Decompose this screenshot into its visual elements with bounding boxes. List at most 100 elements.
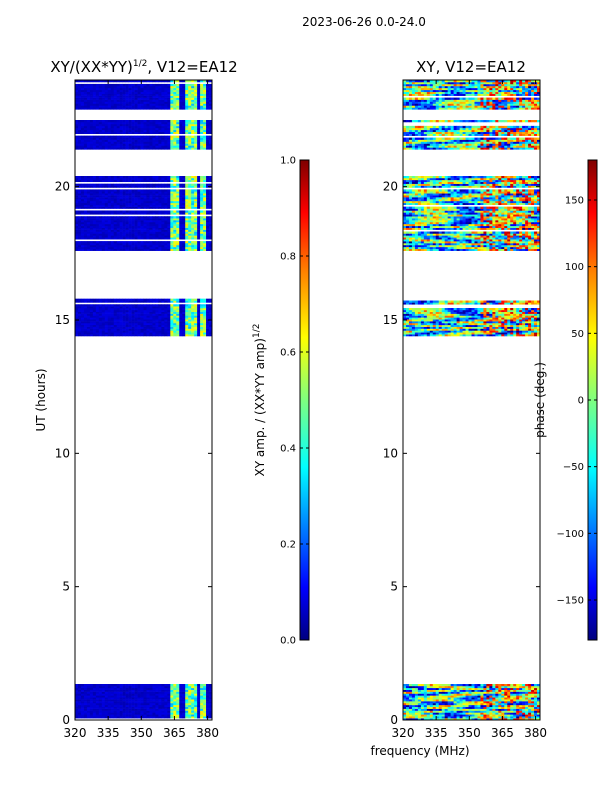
- left-heatmap-cell: [167, 327, 170, 329]
- left-heatmap-cell: [111, 692, 114, 694]
- left-heatmap-cell: [185, 319, 188, 321]
- left-heatmap-cell: [108, 145, 111, 147]
- left-heatmap-cell: [141, 703, 144, 705]
- left-heatmap-cell: [93, 102, 96, 104]
- right-heatmap-cell: [448, 707, 451, 709]
- left-heatmap-cell: [161, 212, 164, 214]
- left-heatmap-cell: [129, 195, 132, 197]
- left-heatmap-cell: [138, 220, 141, 222]
- left-heatmap-cell: [179, 695, 182, 697]
- left-heatmap-cell: [164, 103, 167, 105]
- left-heatmap-cell: [197, 235, 200, 237]
- left-heatmap-cell: [197, 232, 200, 234]
- left-heatmap-cell: [126, 695, 129, 697]
- left-heatmap-cell: [176, 699, 179, 701]
- left-heatmap-cell: [179, 212, 182, 214]
- left-heatmap-cell: [200, 306, 203, 308]
- left-heatmap-cell: [206, 247, 209, 249]
- left-heatmap-cell: [129, 690, 132, 692]
- left-heatmap-cell: [81, 315, 84, 317]
- left-heatmap-cell: [108, 308, 111, 310]
- left-heatmap-cell: [203, 233, 206, 235]
- left-heatmap-cell: [93, 176, 96, 178]
- left-heatmap-cell: [203, 709, 206, 711]
- left-heatmap-cell: [155, 247, 158, 249]
- left-heatmap-cell: [120, 201, 123, 203]
- left-heatmap-cell: [206, 688, 209, 690]
- left-heatmap-cell: [161, 203, 164, 205]
- left-heatmap-cell: [206, 189, 209, 191]
- left-heatmap-cell: [173, 84, 176, 86]
- left-heatmap-cell: [158, 218, 161, 220]
- left-heatmap-cell: [141, 136, 144, 138]
- left-heatmap-cell: [185, 216, 188, 218]
- amplitude-colorbar-tick-label: 0.0: [280, 636, 296, 647]
- left-heatmap-cell: [203, 100, 206, 102]
- left-heatmap-cell: [132, 323, 135, 325]
- left-heatmap-cell: [188, 693, 191, 695]
- left-heatmap-cell: [164, 142, 167, 144]
- right-heatmap-cell: [430, 712, 433, 714]
- right-heatmap-cell: [445, 712, 448, 714]
- right-heatmap-cell: [415, 705, 418, 707]
- left-heatmap-cell: [144, 86, 147, 88]
- left-heatmap-cell: [123, 103, 126, 105]
- left-heatmap-cell: [96, 128, 99, 130]
- left-heatmap-cell: [152, 201, 155, 203]
- left-heatmap-cell: [164, 210, 167, 212]
- left-heatmap-cell: [129, 235, 132, 237]
- left-heatmap-cell: [117, 197, 120, 199]
- left-heatmap-cell: [84, 317, 87, 319]
- left-heatmap-cell: [105, 193, 108, 195]
- left-heatmap-cell: [161, 312, 164, 314]
- left-heatmap-cell: [81, 189, 84, 191]
- left-heatmap-cell: [132, 330, 135, 332]
- left-heatmap-cell: [185, 140, 188, 142]
- left-heatmap-cell: [173, 126, 176, 128]
- left-heatmap-cell: [197, 193, 200, 195]
- left-heatmap-cell: [200, 699, 203, 701]
- left-heatmap-cell: [182, 178, 185, 180]
- left-heatmap-cell: [141, 705, 144, 707]
- left-heatmap-cell: [120, 94, 123, 96]
- left-heatmap-cell: [120, 304, 123, 306]
- right-heatmap-cell: [534, 705, 537, 707]
- left-heatmap-cell: [173, 86, 176, 88]
- left-heatmap-cell: [102, 332, 105, 334]
- left-heatmap-cell: [149, 205, 152, 207]
- left-heatmap-cell: [141, 699, 144, 701]
- left-heatmap-cell: [129, 299, 132, 301]
- left-heatmap-cell: [194, 92, 197, 94]
- right-heatmap-cell: [469, 711, 472, 713]
- left-heatmap-cell: [173, 688, 176, 690]
- left-heatmap-cell: [120, 329, 123, 331]
- left-heatmap-cell: [120, 212, 123, 214]
- left-heatmap-cell: [120, 321, 123, 323]
- left-heatmap-cell: [120, 317, 123, 319]
- left-heatmap-cell: [93, 86, 96, 88]
- right-heatmap-cell: [522, 711, 525, 713]
- left-heatmap-cell: [81, 695, 84, 697]
- left-heatmap-cell: [161, 323, 164, 325]
- left-heatmap-cell: [146, 86, 149, 88]
- left-heatmap-cell: [84, 232, 87, 234]
- left-heatmap-cell: [206, 140, 209, 142]
- right-heatmap-cell: [504, 709, 507, 711]
- left-heatmap-cell: [123, 94, 126, 96]
- left-heatmap-cell: [108, 178, 111, 180]
- left-heatmap-cell: [108, 232, 111, 234]
- left-heatmap-cell: [191, 315, 194, 317]
- left-heatmap-cell: [149, 96, 152, 98]
- left-heatmap-cell: [102, 712, 105, 714]
- left-heatmap-cell: [117, 128, 120, 130]
- left-heatmap-cell: [117, 235, 120, 237]
- left-heatmap-cell: [102, 94, 105, 96]
- left-heatmap-cell: [144, 716, 147, 718]
- left-heatmap-cell: [206, 94, 209, 96]
- left-heatmap-cell: [96, 193, 99, 195]
- left-heatmap-cell: [191, 86, 194, 88]
- left-heatmap-cell: [200, 203, 203, 205]
- left-heatmap-cell: [203, 218, 206, 220]
- left-heatmap-cell: [108, 301, 111, 303]
- left-heatmap-cell: [179, 249, 182, 251]
